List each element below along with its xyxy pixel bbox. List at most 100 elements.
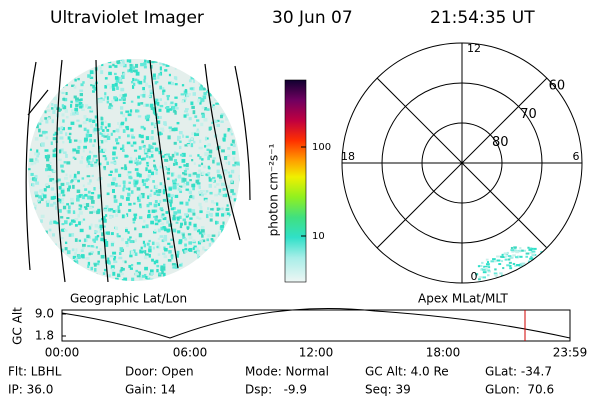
speckle [182, 183, 187, 188]
speckle [212, 157, 216, 160]
speckle [214, 185, 217, 189]
speckle [60, 126, 64, 130]
speckle [229, 235, 232, 239]
speckle [34, 157, 38, 161]
speckle [238, 128, 240, 132]
speckle [89, 110, 94, 113]
speckle [118, 184, 122, 187]
speckle [526, 285, 529, 287]
speckle [82, 184, 85, 188]
speckle [129, 156, 133, 161]
speckle [535, 278, 539, 281]
speckle [66, 161, 71, 165]
speckle [219, 70, 224, 75]
speckle [67, 210, 71, 214]
speckle [147, 148, 151, 152]
speckle [89, 76, 94, 79]
speckle [106, 136, 111, 140]
speckle [235, 199, 240, 203]
speckle [177, 276, 181, 280]
speckle [45, 264, 49, 269]
speckle [157, 237, 161, 240]
speckle [205, 214, 209, 219]
speckle [36, 258, 40, 263]
speckle [522, 283, 526, 285]
speckle [132, 141, 137, 145]
speckle [68, 132, 72, 136]
speckle [486, 261, 490, 264]
speckle [224, 193, 228, 198]
speckle [201, 233, 204, 238]
speckle [215, 212, 219, 217]
speckle [80, 83, 84, 87]
speckle [76, 197, 80, 202]
speckle [212, 70, 216, 73]
speckle [129, 63, 133, 67]
speckle [162, 87, 165, 90]
speckle [197, 154, 200, 157]
speckle [92, 84, 95, 89]
speckle [100, 254, 105, 259]
speckle [38, 251, 42, 255]
speckle [532, 280, 536, 283]
speckle [129, 67, 133, 71]
speckle [512, 254, 515, 257]
speckle [493, 260, 497, 263]
speckle [113, 72, 117, 76]
speckle [138, 134, 142, 138]
speckle [218, 245, 222, 249]
speckle [173, 211, 178, 215]
speckle [176, 216, 180, 221]
speckle [41, 74, 45, 77]
speckle [109, 85, 113, 90]
speckle [206, 90, 210, 94]
speckle [42, 130, 46, 134]
speckle [80, 254, 85, 258]
speckle [236, 133, 239, 136]
speckle [138, 194, 143, 199]
speckle [95, 262, 100, 266]
speckle [94, 230, 98, 233]
speckle [191, 105, 195, 109]
speckle [224, 264, 229, 268]
speckle [216, 244, 220, 248]
speckle [41, 143, 45, 147]
speckle [212, 92, 216, 97]
speckle [66, 182, 70, 185]
speckle [89, 134, 93, 138]
speckle [196, 249, 200, 254]
speckle [110, 161, 114, 164]
speckle [216, 90, 219, 94]
speckle [237, 108, 240, 112]
speckle [180, 262, 183, 267]
speckle [202, 232, 206, 236]
speckle [48, 254, 52, 258]
speckle [177, 135, 181, 140]
speckle [121, 144, 125, 149]
speckle [82, 81, 85, 84]
speckle [202, 246, 205, 251]
speckle [227, 72, 231, 75]
speckle [94, 236, 99, 241]
speckle [119, 147, 124, 151]
speckle [121, 214, 125, 219]
speckle [96, 178, 100, 182]
speckle [188, 247, 193, 252]
speckle [52, 110, 56, 114]
speckle [507, 274, 511, 277]
speckle [168, 126, 173, 129]
speckle [180, 278, 184, 281]
speckle [234, 231, 238, 235]
speckle [150, 272, 154, 275]
speckle [83, 238, 87, 243]
speckle [72, 156, 76, 159]
speckle [225, 95, 229, 98]
speckle [186, 181, 190, 186]
speckle [118, 256, 123, 260]
speckle [193, 140, 196, 144]
speckle [55, 221, 59, 225]
speckle [135, 180, 138, 185]
speckle [83, 206, 88, 209]
speckle [93, 71, 98, 75]
speckle [50, 178, 55, 181]
